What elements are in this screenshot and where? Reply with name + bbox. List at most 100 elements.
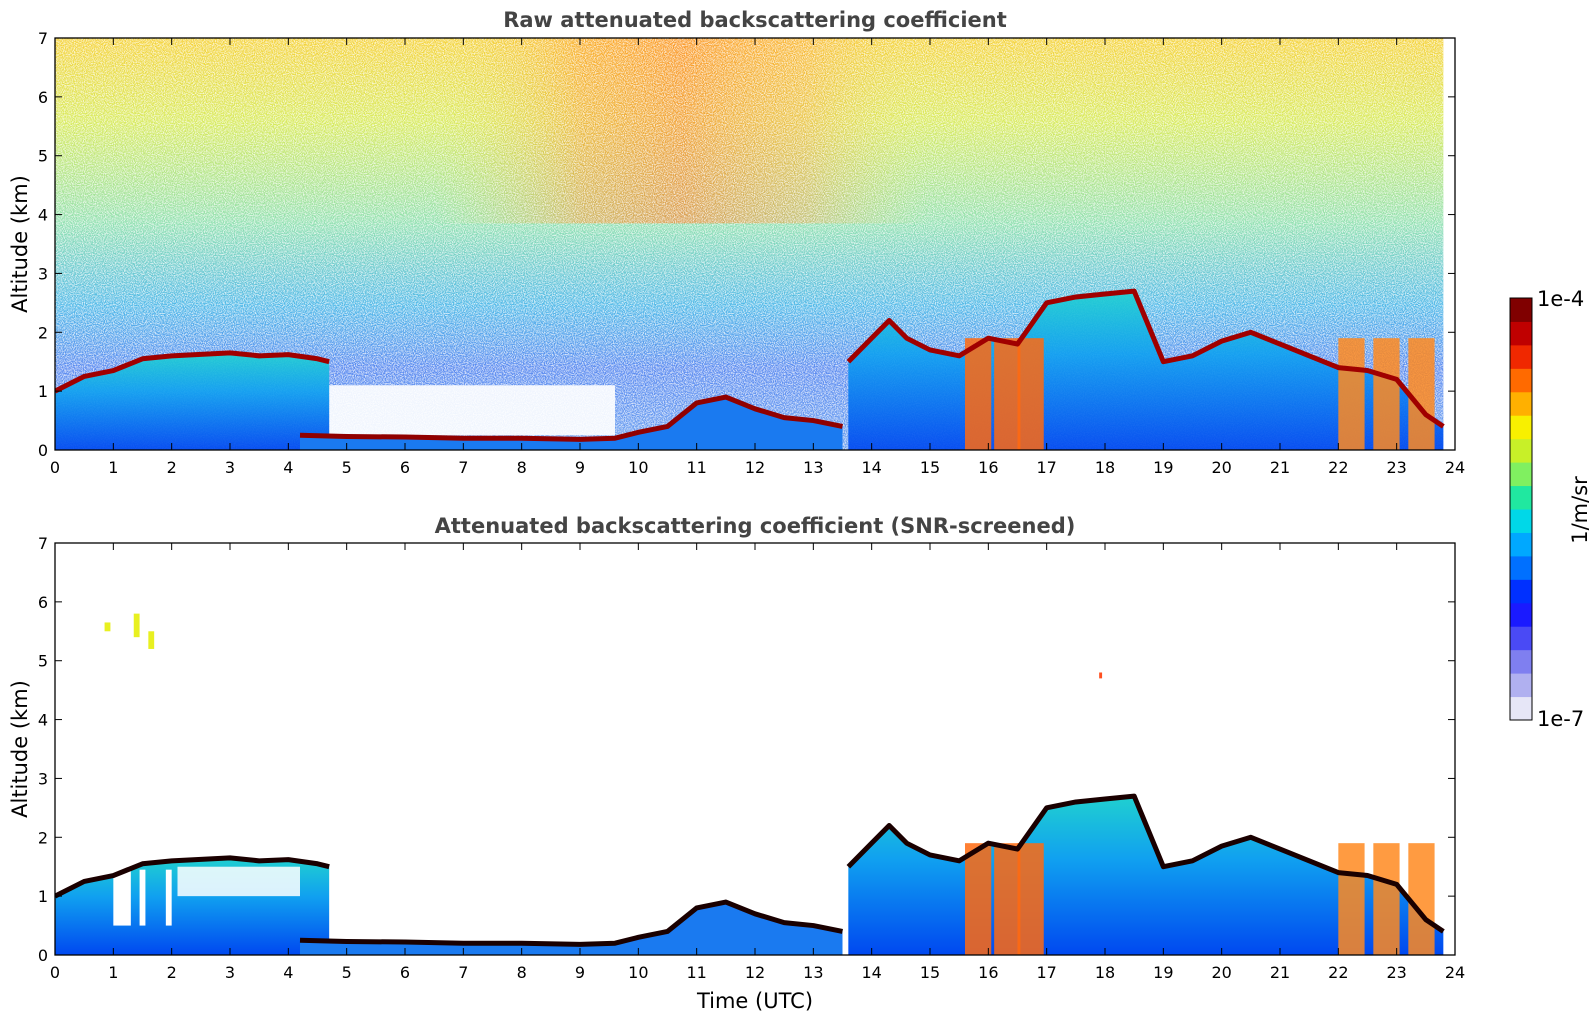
screened-x-tick-label: 16 bbox=[978, 963, 998, 982]
raw-x-tick-label: 15 bbox=[920, 458, 940, 477]
screened-aerosol-column-1 bbox=[965, 843, 992, 955]
screened-x-tick-label: 24 bbox=[1445, 963, 1465, 982]
raw-x-tick-label: 0 bbox=[50, 458, 60, 477]
screened-aerosol-column-4 bbox=[1338, 843, 1365, 955]
screened-y-tick-label: 5 bbox=[38, 652, 48, 671]
raw-aerosol-column-3 bbox=[1017, 338, 1044, 450]
screened-x-tick-label: 14 bbox=[861, 963, 881, 982]
raw-x-tick-label: 4 bbox=[283, 458, 293, 477]
raw-y-tick-label: 2 bbox=[38, 323, 48, 342]
screened-aerosol-column-5 bbox=[1373, 843, 1400, 955]
raw-aerosol-column-6 bbox=[1408, 338, 1435, 450]
screened-y-tick-label: 1 bbox=[38, 887, 48, 906]
raw-x-tick-label: 2 bbox=[167, 458, 177, 477]
screened-gap-3 bbox=[165, 869, 172, 926]
screened-x-tick-label: 5 bbox=[342, 963, 352, 982]
colorbar-step bbox=[1510, 626, 1532, 651]
raw-x-tick-label: 6 bbox=[400, 458, 410, 477]
screened-aerosol-patch-1 bbox=[104, 622, 111, 632]
raw-x-tick-label: 19 bbox=[1153, 458, 1173, 477]
raw-x-tick-label: 10 bbox=[628, 458, 648, 477]
screened-aerosol-patch-3 bbox=[148, 631, 155, 649]
colorbar-step bbox=[1510, 696, 1532, 721]
colorbar-step bbox=[1510, 579, 1532, 604]
raw-x-tick-label: 17 bbox=[1036, 458, 1056, 477]
screened-x-tick-label: 18 bbox=[1095, 963, 1115, 982]
screened-x-tick-label: 3 bbox=[225, 963, 235, 982]
colorbar-unit-label: 1/m/sr bbox=[1568, 476, 1592, 544]
screened-panel-x-axis: 0 1 2 3 4 5 6 7 8 9 10 11 12 13 14 15 16 17 18 19 20 21 22 23 24 bbox=[50, 543, 1465, 982]
colorbar-step bbox=[1510, 438, 1532, 463]
colorbar-step bbox=[1510, 368, 1532, 393]
screened-x-tick-label: 9 bbox=[575, 963, 585, 982]
screened-x-tick-label: 20 bbox=[1211, 963, 1231, 982]
screened-panel-title: Attenuated backscattering coefficient (S… bbox=[435, 514, 1076, 538]
raw-panel-y-axis: 0 1 2 3 4 5 6 7 bbox=[38, 29, 1455, 460]
raw-x-tick-label: 3 bbox=[225, 458, 235, 477]
screened-x-tick-label: 12 bbox=[745, 963, 765, 982]
screened-x-tick-label: 4 bbox=[283, 963, 293, 982]
screened-x-tick-label: 15 bbox=[920, 963, 940, 982]
raw-y-tick-label: 4 bbox=[38, 206, 48, 225]
raw-y-tick-label: 1 bbox=[38, 382, 48, 401]
screened-y-tick-label: 6 bbox=[38, 593, 48, 612]
screened-near-surface-layer-fill bbox=[300, 902, 843, 955]
colorbar-step bbox=[1510, 485, 1532, 510]
screened-backscatter-panel: 0 1 2 3 4 5 6 7 8 9 10 11 12 13 14 15 16 17 18 19 20 21 22 23 24… bbox=[8, 514, 1465, 1013]
screened-y-tick-label: 7 bbox=[38, 534, 48, 553]
raw-near-surface-layer-fill bbox=[300, 397, 843, 450]
colorbar-step bbox=[1510, 462, 1532, 487]
screened-x-tick-label: 11 bbox=[686, 963, 706, 982]
raw-boundary-layer-fill-1 bbox=[55, 352, 330, 450]
raw-x-tick-label: 23 bbox=[1386, 458, 1406, 477]
screened-gap-4 bbox=[177, 866, 300, 897]
screened-panel-y-label: Altitude (km) bbox=[8, 680, 32, 818]
screened-gap-2 bbox=[139, 869, 146, 926]
raw-x-tick-label: 24 bbox=[1445, 458, 1465, 477]
screened-aerosol-patch-4 bbox=[1099, 672, 1103, 679]
raw-x-tick-label: 14 bbox=[861, 458, 881, 477]
colorbar-min-label: 1e-7 bbox=[1537, 707, 1584, 731]
colorbar-step bbox=[1510, 602, 1532, 627]
screened-layer-top-line-2 bbox=[846, 793, 1445, 934]
screened-x-tick-label: 7 bbox=[458, 963, 468, 982]
screened-x-tick-label: 22 bbox=[1328, 963, 1348, 982]
raw-x-tick-label: 21 bbox=[1270, 458, 1290, 477]
raw-aerosol-column-2 bbox=[994, 338, 1021, 450]
raw-x-tick-label: 16 bbox=[978, 458, 998, 477]
screened-x-tick-label: 2 bbox=[167, 963, 177, 982]
raw-y-tick-label: 0 bbox=[38, 441, 48, 460]
screened-x-tick-label: 10 bbox=[628, 963, 648, 982]
colorbar-step bbox=[1510, 415, 1532, 440]
raw-y-tick-label: 7 bbox=[38, 29, 48, 48]
screened-x-tick-label: 19 bbox=[1153, 963, 1173, 982]
raw-aerosol-column-1 bbox=[965, 338, 992, 450]
screened-y-tick-label: 0 bbox=[38, 946, 48, 965]
raw-x-tick-label: 9 bbox=[575, 458, 585, 477]
raw-panel-x-axis: 0 1 2 3 4 5 6 7 8 9 10 11 12 13 14 15 16 17 18 19 20 21 22 23 24 bbox=[50, 38, 1465, 477]
colorbar-step bbox=[1510, 532, 1532, 557]
colorbar-step bbox=[1510, 391, 1532, 416]
raw-aerosol-column-4 bbox=[1338, 338, 1365, 450]
raw-aerosol-column-5 bbox=[1373, 338, 1400, 450]
raw-x-tick-label: 7 bbox=[458, 458, 468, 477]
raw-x-tick-label: 8 bbox=[517, 458, 527, 477]
raw-clear-region bbox=[329, 385, 615, 436]
screened-x-tick-label: 17 bbox=[1036, 963, 1056, 982]
raw-layer-top-line-2 bbox=[846, 288, 1445, 429]
screened-panel-y-axis: 0 1 2 3 4 5 6 7 bbox=[38, 534, 1455, 965]
raw-x-tick-label: 5 bbox=[342, 458, 352, 477]
screened-x-tick-label: 0 bbox=[50, 963, 60, 982]
screened-aerosol-patch-2 bbox=[133, 613, 140, 638]
colorbar: 1e-4 1e-7 1/m/sr bbox=[1509, 287, 1592, 731]
screened-surface-layer-top-line bbox=[299, 899, 843, 947]
raw-panel-title: Raw attenuated backscattering coefficien… bbox=[503, 8, 1007, 32]
raw-panel-y-label: Altitude (km) bbox=[8, 175, 32, 313]
screened-x-tick-label: 6 bbox=[400, 963, 410, 982]
raw-x-tick-label: 22 bbox=[1328, 458, 1348, 477]
screened-y-tick-label: 2 bbox=[38, 828, 48, 847]
raw-x-tick-label: 1 bbox=[108, 458, 118, 477]
screened-backscatter-heatmap bbox=[55, 613, 1445, 955]
raw-backscatter-panel: 0 1 2 3 4 5 6 7 8 9 10 11 12 13 14 15 16 17 18 19 20 21 22 23 24… bbox=[8, 8, 1465, 477]
